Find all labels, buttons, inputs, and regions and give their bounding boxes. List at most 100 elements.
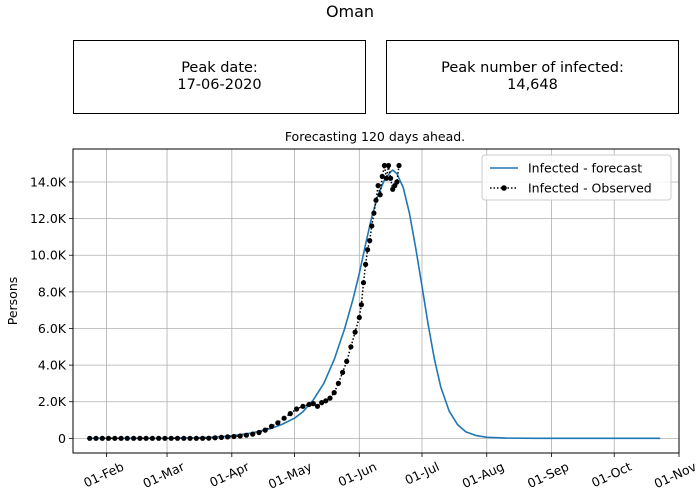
observed-point [212,435,218,441]
observed-point [348,344,354,350]
observed-point [394,179,400,185]
peak-date-box: Peak date: 17-06-2020 [73,40,366,114]
observed-point [131,435,137,441]
observed-point [375,183,381,189]
chart-title: Forecasting 120 days ahead. [285,129,465,144]
observed-point [352,329,358,335]
observed-point [365,247,371,253]
x-tick-label: 01-Feb [81,459,126,491]
observed-point [275,420,281,426]
peak-date-value: 17-06-2020 [177,77,262,93]
observed-point [174,435,181,441]
observed-point [319,400,325,406]
y-tick-label: 0 [58,431,66,446]
plot-frame [72,148,680,454]
observed-point [294,406,300,412]
observed-point [306,401,312,408]
observed-point [396,162,402,169]
legend-observed-label: Infected - Observed [528,181,652,196]
observed-point [112,435,118,441]
series-observed [87,162,402,441]
observed-point [369,223,375,229]
x-tick-label: 01-Aug [460,459,507,491]
y-tick-label: 8.0K [38,284,67,299]
y-axis: 0 2.0K 4.0K 6.0K 8.0K 10.0K 12.0K 14.0K [30,174,73,446]
observed-point [193,435,199,441]
y-tick-label: 2.0K [38,394,67,409]
observed-point [358,302,364,308]
observed-point [149,435,155,441]
observed-point [287,411,293,417]
observed-point [310,401,316,407]
y-tick-label: 6.0K [38,321,67,336]
observed-point [105,435,112,441]
observed-point [93,435,99,441]
observed-point [388,175,394,181]
observed-point [385,162,392,169]
y-tick-label: 14.0K [30,174,67,189]
peak-infected-label: Peak number of infected: [441,60,624,76]
observed-point [118,435,124,441]
observed-point [137,435,143,441]
observed-point [124,435,130,441]
observed-point [156,435,162,441]
peak-infected-value: 14,648 [507,77,558,93]
observed-point [206,435,212,441]
observed-point [231,433,237,440]
legend-forecast-label: Infected - forecast [528,161,642,176]
y-tick-label: 4.0K [38,358,67,373]
observed-point [360,280,367,286]
observed-point [162,435,168,441]
observed-point [331,390,337,396]
forecast-line [91,169,661,440]
observed-point [168,435,174,441]
observed-point [262,427,268,433]
legend-observed-marker [501,185,507,191]
peak-infected-box: Peak number of infected: 14,648 [386,40,679,114]
observed-point [99,435,105,441]
x-tick-label: 01-Nov [652,458,699,491]
observed-point [367,238,373,244]
observed-point [250,431,256,437]
observed-point [300,403,306,409]
x-tick-label: 01-Mar [140,458,187,491]
observed-point [381,162,387,169]
observed-point [327,395,333,401]
series-forecast [91,169,661,440]
x-tick-label: 01-Jul [402,459,441,488]
observed-point [281,415,287,421]
observed-point [371,210,377,216]
y-axis-label: Persons [5,277,20,326]
observed-point [187,435,193,441]
y-tick-label: 12.0K [30,211,67,226]
x-tick-label: 01-Jun [336,459,379,490]
observed-point [314,403,321,409]
x-axis: 01-Feb 01-Mar 01-Apr 01-May 01-Jun 01-Jul 01-A… [81,453,699,492]
observed-point [256,429,262,436]
observed-point [200,435,206,441]
observed-point [356,314,362,321]
legend: Infected - forecast Infected - Observed [481,154,672,201]
observed-point [218,434,224,440]
observed-point [344,358,350,364]
observed-point [143,435,149,441]
observed-point [383,175,389,181]
x-tick-label: 01-Apr [207,458,252,490]
observed-point [377,192,383,198]
observed-point [373,197,379,203]
observed-point [340,369,346,375]
observed-point [181,435,187,441]
x-tick-label: 01-Oct [589,459,634,491]
observed-point [243,432,249,438]
observed-point [323,398,329,404]
x-tick-label: 01-May [266,458,315,491]
observed-point [379,173,385,180]
observed-point [268,423,275,429]
legend-box [481,154,672,201]
observed-point [335,380,341,386]
peak-date-label: Peak date: [181,60,258,76]
observed-point [363,261,369,267]
x-tick-label: 01-Sep [525,459,571,491]
figure-title: Oman [325,2,375,21]
